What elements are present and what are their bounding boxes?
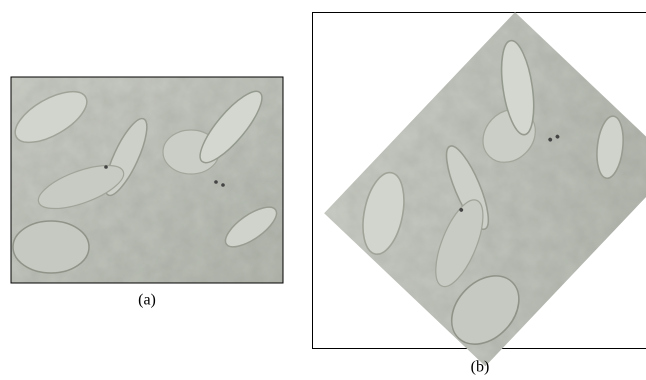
caption-b: (b) xyxy=(471,359,490,376)
image-b xyxy=(321,12,646,369)
figure-canvas: (a) (b) xyxy=(0,0,646,380)
figure: (a) (b) xyxy=(0,0,646,380)
caption-a: (a) xyxy=(138,292,156,309)
image-a xyxy=(7,77,283,283)
